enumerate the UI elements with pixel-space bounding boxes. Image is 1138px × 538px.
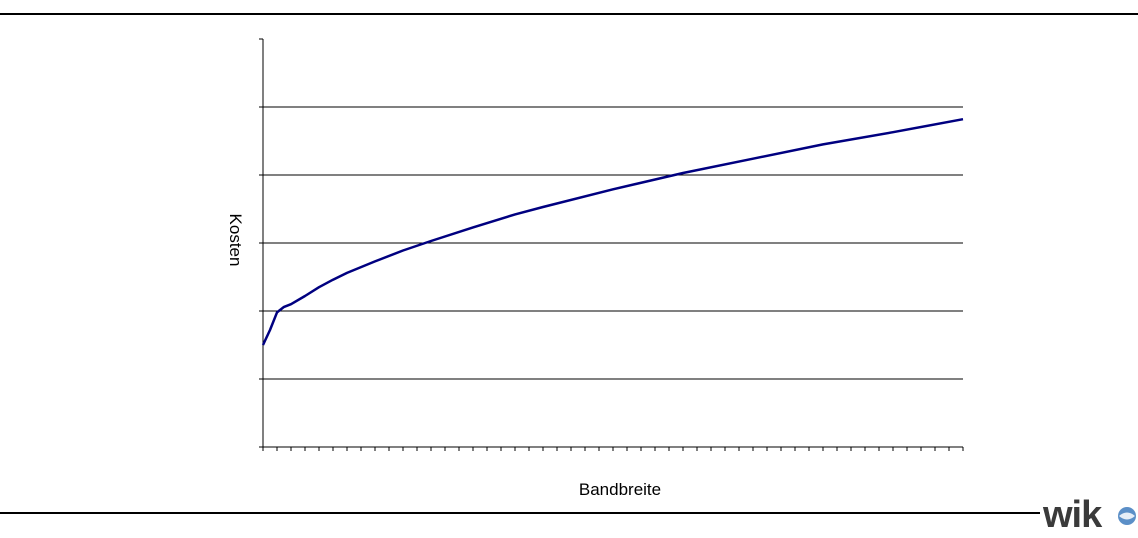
logo-mark-icon: [1116, 505, 1138, 527]
series-line: [261, 117, 964, 346]
y-axis-label: Kosten: [226, 214, 245, 267]
axes: [262, 39, 963, 448]
wik-logo: wik: [1043, 494, 1102, 536]
axis-ticks: [259, 38, 964, 451]
series-layer: [261, 117, 964, 346]
top-rule: [0, 13, 1138, 15]
bottom-rule: [0, 512, 1040, 514]
x-axis-label: Bandbreite: [579, 480, 661, 499]
gridlines: [263, 106, 963, 380]
